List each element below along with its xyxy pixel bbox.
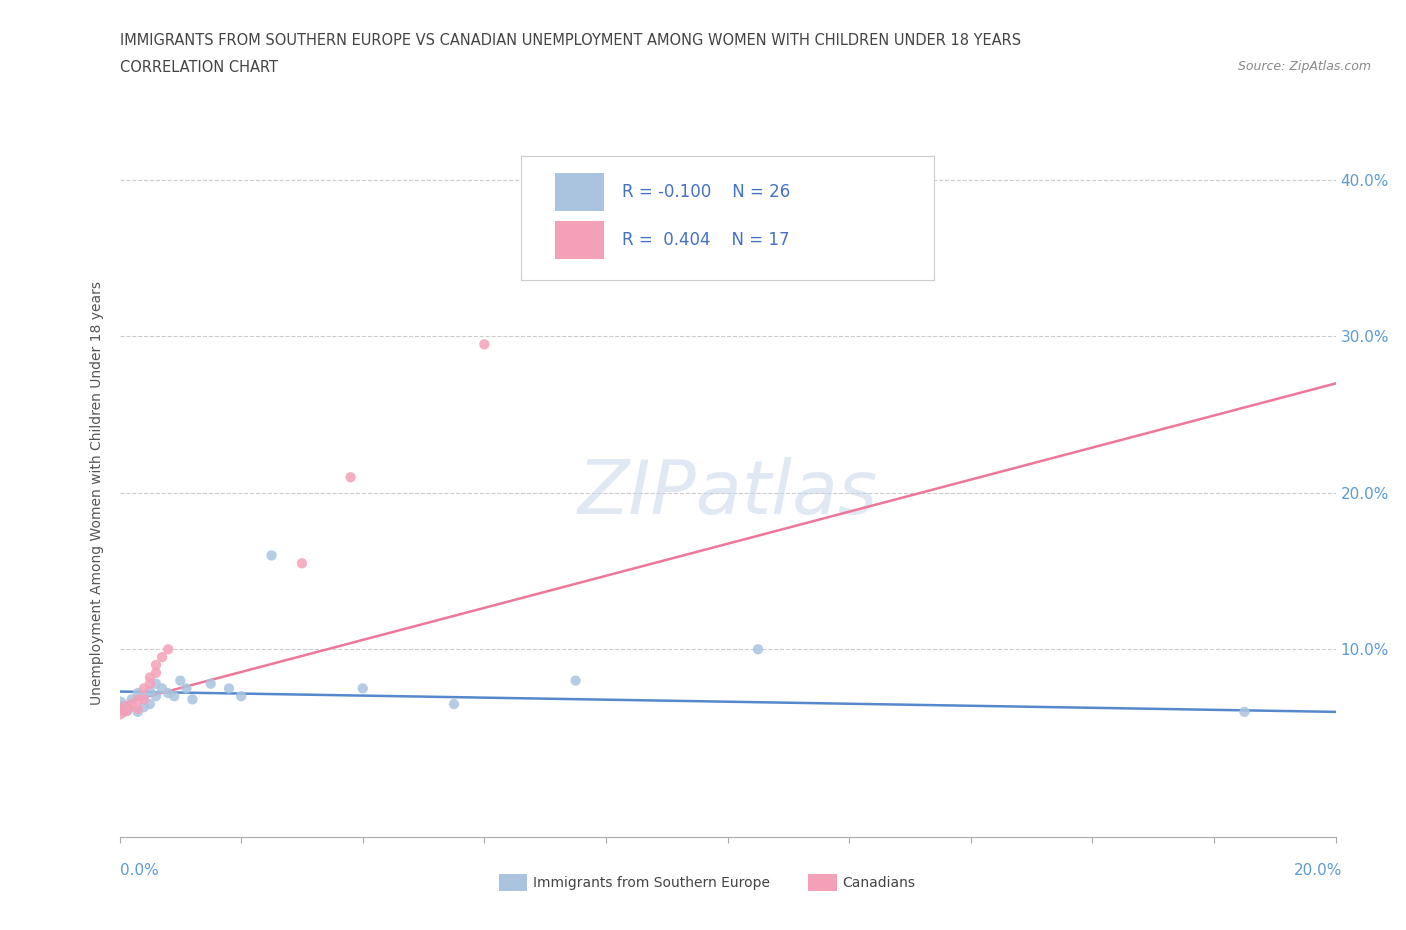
FancyBboxPatch shape [555,173,603,211]
Point [145,665,167,680]
Text: IMMIGRANTS FROM SOUTHERN EUROPE VS CANADIAN UNEMPLOYMENT AMONG WOMEN WITH CHILDR: IMMIGRANTS FROM SOUTHERN EUROPE VS CANAD… [120,33,1021,47]
Text: 20.0%: 20.0% [1295,863,1343,878]
Point [231,689,253,704]
Point [114,701,136,716]
Point [352,681,374,696]
Point [139,676,162,691]
Point [564,673,586,688]
Point [717,251,740,266]
Point [150,681,173,696]
Point [200,676,222,691]
Point [145,689,167,704]
FancyBboxPatch shape [520,155,935,280]
Point [747,642,769,657]
Point [132,699,155,714]
Point [127,692,149,707]
Point [181,692,204,707]
Point [339,470,361,485]
Point [132,681,155,696]
FancyBboxPatch shape [555,221,603,259]
Text: CORRELATION CHART: CORRELATION CHART [120,60,277,75]
Text: Source: ZipAtlas.com: Source: ZipAtlas.com [1237,60,1371,73]
Text: R = -0.100    N = 26: R = -0.100 N = 26 [621,183,790,201]
Point [145,658,167,672]
Point [127,701,149,716]
Point [127,704,149,719]
Text: ZIPatlas: ZIPatlas [578,457,877,529]
Point [218,681,240,696]
Point [260,548,283,563]
Point [472,337,496,352]
Point [108,697,131,711]
Point [176,681,198,696]
Point [291,556,314,571]
Point [169,673,191,688]
Point [139,684,162,699]
Point [139,697,162,711]
Y-axis label: Unemployment Among Women with Children Under 18 years: Unemployment Among Women with Children U… [90,281,104,705]
Point [114,701,136,716]
Point [443,697,465,711]
Point [157,685,180,700]
Point [157,642,180,657]
Text: 0.0%: 0.0% [120,863,159,878]
Point [132,689,155,704]
Point [121,692,143,707]
Text: Canadians: Canadians [842,875,915,890]
Point [139,670,162,684]
Point [108,704,131,719]
Point [150,650,173,665]
Point [145,676,167,691]
Point [127,685,149,700]
Point [1233,704,1256,719]
Text: R =  0.404    N = 17: R = 0.404 N = 17 [621,231,789,249]
Point [121,697,143,711]
Point [163,689,186,704]
Text: Immigrants from Southern Europe: Immigrants from Southern Europe [533,875,770,890]
Point [132,692,155,707]
